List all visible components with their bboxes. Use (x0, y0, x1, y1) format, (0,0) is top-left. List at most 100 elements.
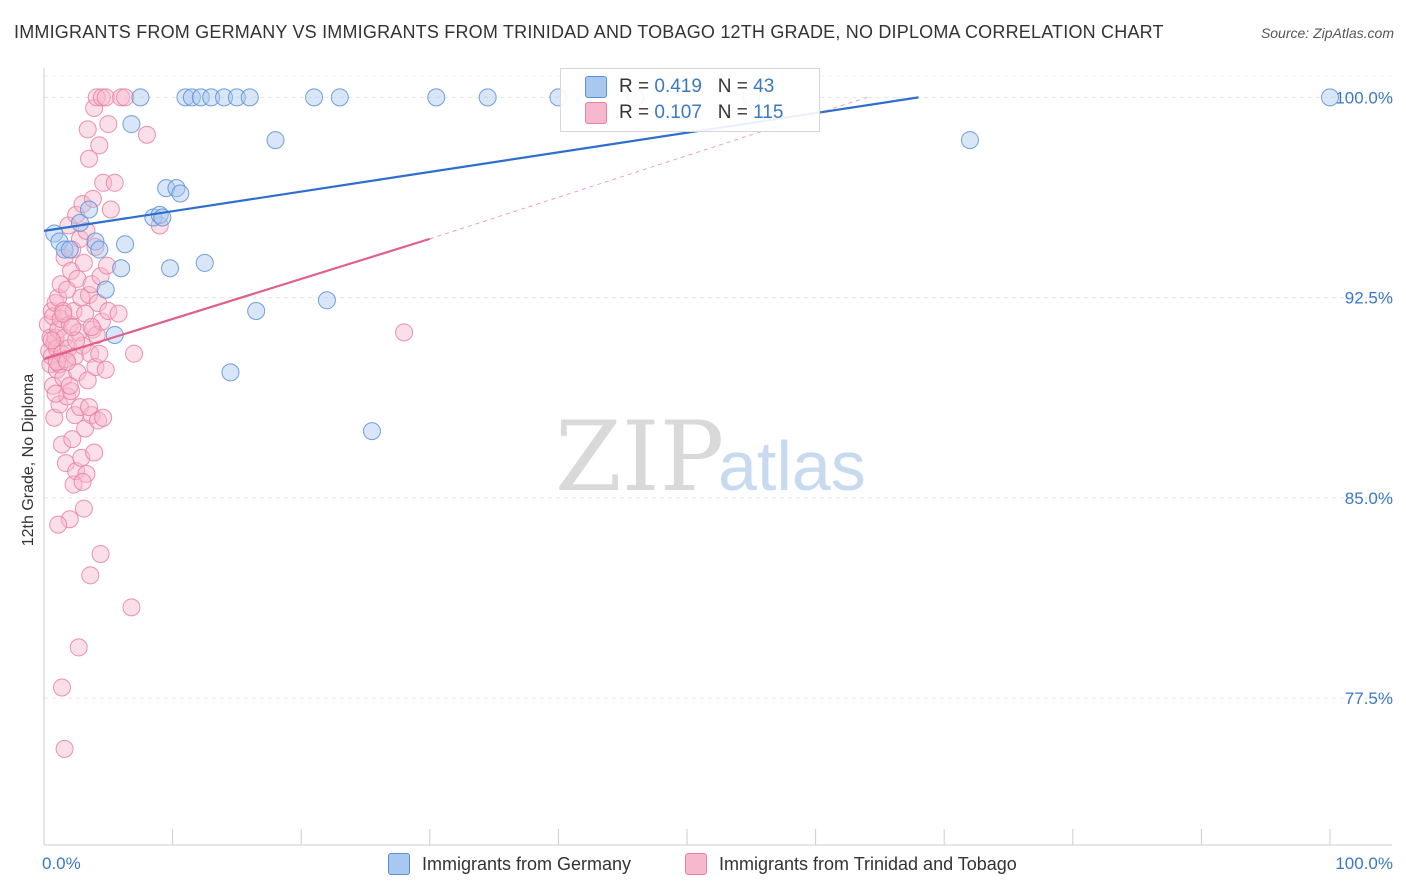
trinidad-point (87, 88, 106, 107)
germany-point (305, 88, 324, 107)
germany-point (96, 280, 115, 299)
y-tick-label: 100.0% (1335, 88, 1393, 107)
trinidad-point (46, 384, 65, 403)
trinidad-point (58, 352, 77, 371)
trinidad-point (80, 149, 99, 168)
trinidad-point (49, 515, 68, 534)
trinidad-point (63, 430, 82, 449)
germany-point (171, 184, 190, 203)
trinidad-point (96, 360, 115, 379)
trinidad-point (81, 566, 100, 585)
germany-point (960, 131, 979, 150)
trinidad-point (74, 499, 93, 518)
trinidad-point (92, 312, 111, 331)
trinidad-point (45, 408, 64, 427)
trinidad-point (125, 344, 144, 363)
trinidad-point (92, 88, 111, 107)
x-tick-label-max: 100.0% (1335, 854, 1393, 873)
germany-point (60, 240, 79, 259)
y-tick-label: 85.0% (1345, 489, 1393, 508)
n-label: N = (717, 76, 754, 97)
trinidad-point (69, 638, 88, 657)
trinidad-point (86, 358, 105, 377)
trinidad-point (90, 136, 109, 155)
trinidad-point (99, 301, 118, 320)
trinidad-point (74, 253, 93, 272)
legend-item-trinidad[interactable]: Immigrants from Trinidad and Tobago (685, 852, 1017, 876)
germany-point (240, 88, 259, 107)
trinidad-point (91, 267, 110, 286)
germany-point (161, 259, 180, 278)
germany-point (90, 240, 109, 259)
germany-point (157, 179, 176, 198)
germany-point (131, 88, 150, 107)
germany-point (362, 422, 381, 441)
trinidad-point (90, 344, 109, 363)
trinidad-point (116, 88, 135, 107)
trinidad-point (112, 88, 131, 107)
germany-point (122, 115, 141, 134)
x-tick-label-min: 0.0% (42, 854, 81, 873)
trinidad-point (94, 408, 113, 427)
r-value-trinidad: 0.107 (654, 102, 702, 123)
trinidad-point (55, 739, 74, 758)
germany-point (221, 363, 240, 382)
germany-point (116, 235, 135, 254)
trinidad-legend-label: Immigrants from Trinidad and Tobago (719, 853, 1017, 874)
germany-point (202, 88, 221, 107)
germany-point (112, 259, 131, 278)
chart-title: IMMIGRANTS FROM GERMANY VS IMMIGRANTS FR… (14, 22, 1164, 42)
trinidad-point (85, 443, 104, 462)
germany-point (55, 240, 74, 259)
n-label: N = (717, 102, 754, 123)
germany-point (191, 88, 210, 107)
germany-point (427, 88, 446, 107)
trinidad-point (53, 435, 72, 454)
trinidad-point (82, 317, 101, 336)
trinidad-point (109, 304, 128, 323)
stats-legend: R = 0.419 N = 43 R = 0.107 N = 115 (560, 68, 820, 132)
trinidad-point (137, 125, 156, 144)
trinidad-point (83, 189, 102, 208)
germany-point (215, 88, 234, 107)
trinidad-point (395, 323, 414, 342)
trinidad-swatch (585, 102, 607, 124)
trinidad-point (54, 304, 73, 323)
germany-point (266, 131, 285, 150)
trinidad-point (99, 115, 118, 134)
germany-swatch (585, 76, 607, 98)
stats-legend-row-germany: R = 0.419 N = 43 (585, 75, 775, 99)
germany-point (182, 88, 201, 107)
trinidad-point (42, 331, 61, 350)
germany-point (317, 291, 336, 310)
trinidad-point (80, 398, 99, 417)
germany-legend-swatch (388, 853, 410, 875)
trinidad-point (64, 301, 83, 320)
germany-point (80, 200, 99, 219)
germany-point (478, 88, 497, 107)
n-value-trinidad: 115 (753, 102, 784, 123)
germany-point (247, 301, 266, 320)
n-value-germany: 43 (753, 76, 775, 97)
stats-legend-row-trinidad: R = 0.107 N = 115 (585, 101, 784, 125)
trinidad-point (89, 411, 108, 430)
trinidad-point (91, 544, 110, 563)
r-label: R = (619, 102, 655, 123)
trinidad-point (78, 371, 97, 390)
trinidad-point (96, 88, 115, 107)
trinidad-legend-swatch (685, 853, 707, 875)
germany-point (176, 88, 195, 107)
y-tick-label: 77.5% (1345, 689, 1393, 708)
trinidad-point (105, 173, 124, 192)
trinidad-trend-line (43, 237, 431, 361)
r-label: R = (619, 76, 655, 97)
trinidad-point (68, 269, 87, 288)
trinidad-point (101, 200, 120, 219)
source-label: Source: ZipAtlas.com (1260, 25, 1394, 41)
watermark-zip: ZIP (555, 401, 724, 513)
germany-point (1321, 88, 1339, 107)
germany-point (330, 88, 349, 107)
germany-point (195, 253, 214, 272)
legend-item-germany[interactable]: Immigrants from Germany (388, 852, 631, 876)
germany-legend-label: Immigrants from Germany (422, 853, 632, 874)
